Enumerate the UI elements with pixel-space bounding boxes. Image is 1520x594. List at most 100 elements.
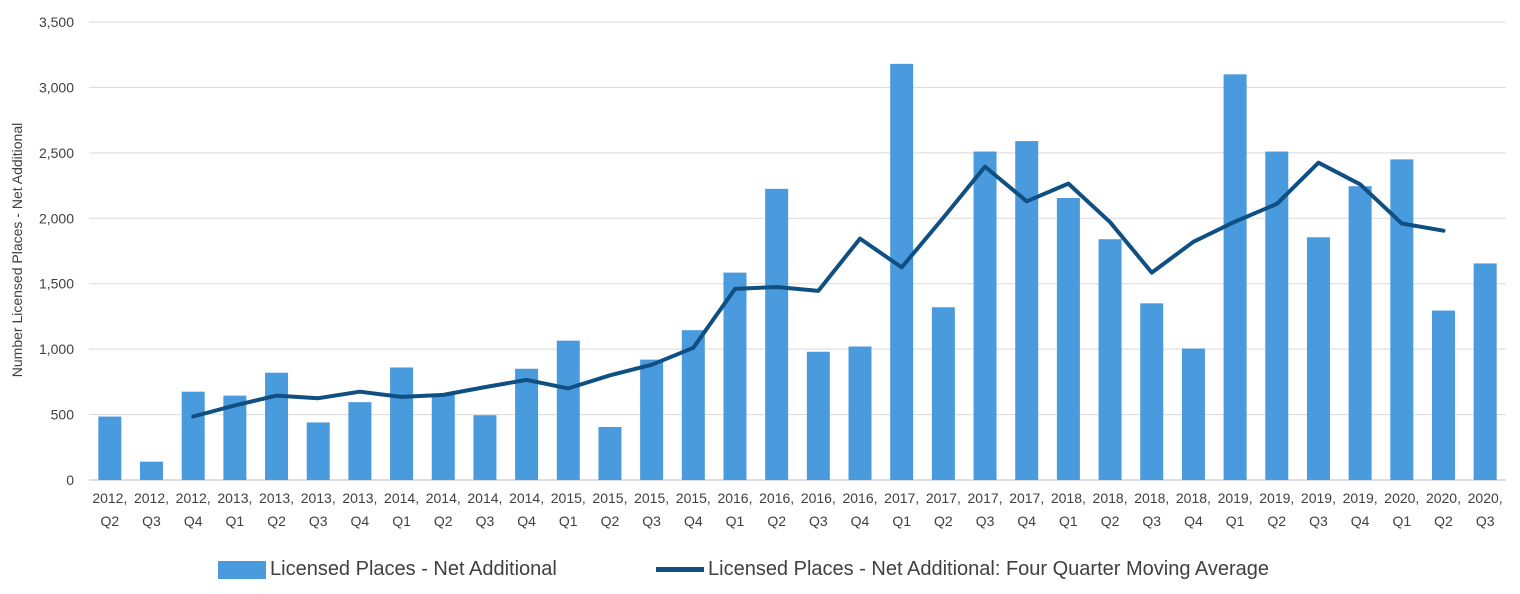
x-tick-label-quarter: Q3 xyxy=(309,513,328,529)
x-tick-label-quarter: Q1 xyxy=(892,513,911,529)
x-tick-label-quarter: Q2 xyxy=(601,513,620,529)
y-tick-label: 3,500 xyxy=(39,14,74,30)
x-tick-label-year: 2017, xyxy=(926,490,961,506)
x-tick-label-year: 2018, xyxy=(1093,490,1128,506)
bar xyxy=(723,272,747,480)
x-tick-label-quarter: Q2 xyxy=(1101,513,1120,529)
bar xyxy=(556,340,580,480)
x-tick-label-quarter: Q4 xyxy=(184,513,203,529)
bar xyxy=(1473,263,1497,480)
x-tick-label-year: 2014, xyxy=(467,490,502,506)
legend-swatch-bars xyxy=(218,560,266,579)
x-tick-label-quarter: Q4 xyxy=(1017,513,1036,529)
bar xyxy=(390,367,414,480)
x-tick-label-quarter: Q1 xyxy=(726,513,745,529)
bar xyxy=(931,307,955,480)
x-tick-label-year: 2018, xyxy=(1176,490,1211,506)
x-tick-label-quarter: Q3 xyxy=(1309,513,1328,529)
bar xyxy=(515,368,539,480)
x-tick-label-quarter: Q4 xyxy=(851,513,870,529)
x-tick-label-year: 2014, xyxy=(509,490,544,506)
x-tick-label-year: 2013, xyxy=(259,490,294,506)
y-tick-label: 500 xyxy=(51,407,75,423)
x-tick-label-year: 2014, xyxy=(384,490,419,506)
x-tick-label-quarter: Q2 xyxy=(934,513,953,529)
x-tick-label-year: 2013, xyxy=(217,490,252,506)
x-tick-label-year: 2016, xyxy=(842,490,877,506)
x-tick-label-year: 2012, xyxy=(92,490,127,506)
chart: 0 500 1,000 1,500 2,000 2,500 3,000 3,500 2012,… xyxy=(9,14,1506,529)
x-tick-label-quarter: Q2 xyxy=(434,513,453,529)
legend-item-line: Licensed Places - Net Additional: Four Q… xyxy=(656,558,1269,581)
bar xyxy=(140,461,164,480)
x-tick-label-year: 2012, xyxy=(176,490,211,506)
x-axis-ticks: 2012, Q2 2012, Q3 2012, Q4 2013, Q1 2013, Q2 2013,… xyxy=(92,490,1502,529)
y-tick-label: 1,500 xyxy=(39,276,74,292)
bar xyxy=(890,63,914,480)
bar xyxy=(1431,310,1455,480)
x-tick-label-quarter: Q2 xyxy=(767,513,786,529)
legend-swatch-line xyxy=(656,567,704,572)
x-tick-label-quarter: Q4 xyxy=(684,513,703,529)
x-tick-label-year: 2015, xyxy=(634,490,669,506)
y-tick-label: 2,500 xyxy=(39,145,74,161)
y-tick-label: 1,000 xyxy=(39,341,74,357)
y-tick-label: 0 xyxy=(66,472,74,488)
x-tick-label-quarter: Q1 xyxy=(559,513,578,529)
legend-label-line: Licensed Places - Net Additional: Four Q… xyxy=(708,558,1270,580)
x-tick-label-quarter: Q3 xyxy=(1476,513,1495,529)
bar xyxy=(765,188,789,481)
bar xyxy=(1306,237,1330,480)
x-tick-label-year: 2019, xyxy=(1218,490,1253,506)
x-tick-label-quarter: Q2 xyxy=(100,513,119,529)
x-tick-label-year: 2016, xyxy=(759,490,794,506)
bar xyxy=(265,372,289,480)
bar xyxy=(1348,186,1372,480)
bar xyxy=(1223,74,1247,480)
x-tick-label-quarter: Q3 xyxy=(1142,513,1161,529)
bar xyxy=(1181,348,1205,480)
x-tick-label-quarter: Q4 xyxy=(1184,513,1203,529)
legend: Licensed Places - Net Additional License… xyxy=(0,558,1520,586)
x-tick-label-year: 2020, xyxy=(1384,490,1419,506)
x-tick-label-year: 2017, xyxy=(884,490,919,506)
bar xyxy=(1390,159,1414,480)
x-tick-label-quarter: Q3 xyxy=(809,513,828,529)
line-path xyxy=(191,160,1446,419)
bar xyxy=(473,415,497,480)
x-tick-label-year: 2015, xyxy=(551,490,586,506)
bar xyxy=(1098,239,1122,480)
legend-item-bars: Licensed Places - Net Additional xyxy=(218,558,557,581)
y-tick-label: 3,000 xyxy=(39,79,74,95)
x-tick-label-quarter: Q3 xyxy=(642,513,661,529)
x-tick-label-quarter: Q1 xyxy=(226,513,245,529)
bar xyxy=(1140,303,1164,480)
x-tick-label-quarter: Q2 xyxy=(1267,513,1286,529)
line-series xyxy=(191,160,1446,419)
x-tick-label-year: 2013, xyxy=(301,490,336,506)
x-tick-label-quarter: Q3 xyxy=(976,513,995,529)
bar xyxy=(306,422,330,480)
x-tick-label-year: 2019, xyxy=(1259,490,1294,506)
y-axis-label: Number Licensed Places - Net Additional xyxy=(9,123,25,377)
bar xyxy=(1056,198,1080,480)
y-axis-ticks: 0 500 1,000 1,500 2,000 2,500 3,000 3,500 xyxy=(39,14,74,488)
x-tick-label-quarter: Q1 xyxy=(1226,513,1245,529)
x-tick-label-quarter: Q2 xyxy=(267,513,286,529)
x-tick-label-year: 2019, xyxy=(1301,490,1336,506)
x-tick-label-year: 2020, xyxy=(1468,490,1503,506)
x-tick-label-year: 2016, xyxy=(801,490,836,506)
x-tick-label-year: 2017, xyxy=(968,490,1003,506)
bar xyxy=(973,151,997,480)
x-tick-label-year: 2015, xyxy=(592,490,627,506)
x-tick-label-quarter: Q3 xyxy=(476,513,495,529)
x-tick-label-year: 2018, xyxy=(1051,490,1086,506)
x-tick-label-year: 2017, xyxy=(1009,490,1044,506)
x-tick-label-year: 2013, xyxy=(342,490,377,506)
bar xyxy=(598,427,622,480)
bar xyxy=(681,330,705,480)
bar xyxy=(431,393,455,480)
x-tick-label-year: 2019, xyxy=(1343,490,1378,506)
bar xyxy=(181,391,205,480)
bar xyxy=(1015,141,1039,480)
